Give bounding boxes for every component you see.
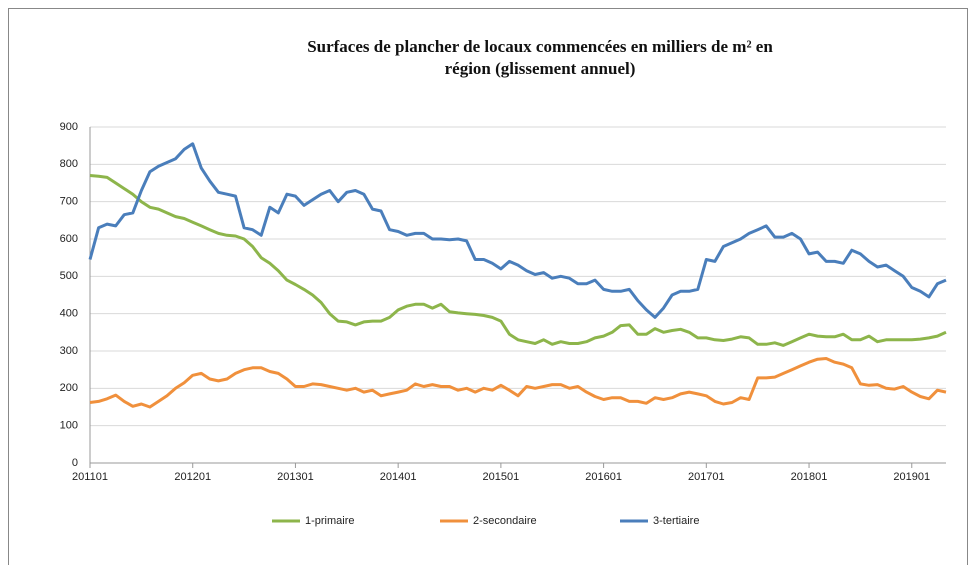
x-tick-label: 201701 <box>688 471 725 483</box>
y-tick-label: 100 <box>60 420 78 432</box>
x-tick-label: 201301 <box>277 471 314 483</box>
x-tick-label: 201201 <box>174 471 211 483</box>
y-tick-label: 500 <box>60 270 78 282</box>
y-tick-label: 600 <box>60 233 78 245</box>
y-tick-label: 0 <box>72 457 78 469</box>
legend-label: 3-tertiaire <box>653 515 699 527</box>
chart-frame <box>8 8 968 565</box>
series-line <box>89 174 947 347</box>
y-tick-label: 200 <box>60 382 78 394</box>
x-tick-label: 201401 <box>380 471 417 483</box>
series-line <box>88 142 947 319</box>
x-tick-label: 201801 <box>791 471 828 483</box>
y-tick-label: 700 <box>60 196 78 208</box>
legend-label: 1-primaire <box>305 515 355 527</box>
y-tick-label: 800 <box>60 158 78 170</box>
series-line <box>89 357 947 409</box>
x-tick-label: 201901 <box>893 471 930 483</box>
x-tick-label: 201601 <box>585 471 622 483</box>
x-tick-label: 201101 <box>72 471 108 483</box>
y-tick-label: 300 <box>60 345 78 357</box>
y-tick-label: 400 <box>60 308 78 320</box>
chart-title: Surfaces de plancher de locaux commencée… <box>307 37 773 78</box>
x-tick-label: 201501 <box>483 471 520 483</box>
y-tick-label: 900 <box>60 121 78 133</box>
legend-label: 2-secondaire <box>473 515 537 527</box>
